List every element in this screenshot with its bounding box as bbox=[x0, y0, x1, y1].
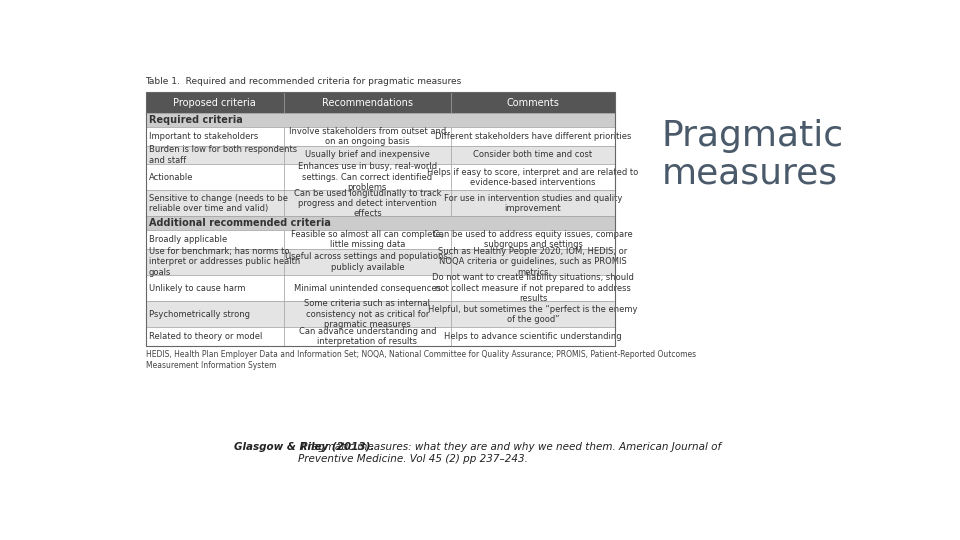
Text: Pragmatic measures: what they are and why we need them. American Journal of
Prev: Pragmatic measures: what they are and wh… bbox=[298, 442, 721, 464]
Text: Broadly applicable: Broadly applicable bbox=[149, 235, 227, 244]
Bar bbox=[451, 164, 615, 190]
Bar bbox=[451, 92, 615, 113]
Text: Sensitive to change (needs to be
reliable over time and valid): Sensitive to change (needs to be reliabl… bbox=[149, 194, 288, 213]
Text: Table 1.  Required and recommended criteria for pragmatic measures: Table 1. Required and recommended criter… bbox=[146, 77, 462, 85]
Text: Additional recommended criteria: Additional recommended criteria bbox=[149, 218, 330, 228]
Text: Burden is low for both respondents
and staff: Burden is low for both respondents and s… bbox=[149, 145, 297, 165]
Bar bbox=[451, 301, 615, 327]
Text: Can advance understanding and
interpretation of results: Can advance understanding and interpreta… bbox=[299, 327, 436, 346]
Bar bbox=[451, 249, 615, 275]
Bar bbox=[451, 127, 615, 146]
Text: Useful across settings and populations;
publicly available: Useful across settings and populations; … bbox=[285, 252, 450, 272]
Bar bbox=[284, 190, 451, 217]
Bar bbox=[451, 231, 615, 249]
Bar bbox=[284, 146, 451, 164]
Text: Some criteria such as internal
consistency not as critical for
pragmatic measure: Some criteria such as internal consisten… bbox=[304, 299, 430, 329]
Bar bbox=[284, 164, 451, 190]
Bar bbox=[451, 275, 615, 301]
Text: Comments: Comments bbox=[507, 98, 560, 107]
Bar bbox=[146, 231, 284, 249]
Text: Consider both time and cost: Consider both time and cost bbox=[473, 150, 592, 159]
Text: Usually brief and inexpensive: Usually brief and inexpensive bbox=[305, 150, 430, 159]
Text: Actionable: Actionable bbox=[149, 173, 193, 182]
Text: Can be used longitudinally to track
progress and detect intervention
effects: Can be used longitudinally to track prog… bbox=[294, 188, 442, 218]
Bar bbox=[284, 92, 451, 113]
Text: Helps to advance scientific understanding: Helps to advance scientific understandin… bbox=[444, 332, 622, 341]
Text: Important to stakeholders: Important to stakeholders bbox=[149, 132, 258, 141]
Bar bbox=[146, 164, 284, 190]
Text: For use in intervention studies and quality
improvement: For use in intervention studies and qual… bbox=[444, 194, 622, 213]
Bar bbox=[284, 327, 451, 346]
Text: Required criteria: Required criteria bbox=[149, 115, 242, 125]
Text: Involve stakeholders from outset and
on an ongoing basis: Involve stakeholders from outset and on … bbox=[289, 127, 446, 146]
Text: Use for benchmark; has norms to
interpret or addresses public health
goals: Use for benchmark; has norms to interpre… bbox=[149, 247, 300, 277]
Text: HEDIS, Health Plan Employer Data and Information Set; NOQA, National Committee f: HEDIS, Health Plan Employer Data and Inf… bbox=[146, 350, 696, 370]
Bar bbox=[451, 190, 615, 217]
Bar bbox=[146, 275, 284, 301]
Text: Such as Healthy People 2020, IOM, HEDIS, or
NOQA criteria or guidelines, such as: Such as Healthy People 2020, IOM, HEDIS,… bbox=[439, 247, 628, 277]
Text: Glasgow & Riley (2013).: Glasgow & Riley (2013). bbox=[234, 442, 374, 452]
Text: Helpful, but sometimes the “perfect is the enemy
of the good”: Helpful, but sometimes the “perfect is t… bbox=[428, 305, 637, 324]
Text: Can be used to address equity issues, compare
subgroups and settings: Can be used to address equity issues, co… bbox=[433, 230, 633, 249]
Text: Unlikely to cause harm: Unlikely to cause harm bbox=[149, 284, 245, 293]
Text: Proposed criteria: Proposed criteria bbox=[174, 98, 256, 107]
Bar bbox=[284, 249, 451, 275]
Bar bbox=[146, 92, 615, 346]
Text: Feasible so almost all can complete,
little missing data: Feasible so almost all can complete, lit… bbox=[291, 230, 444, 249]
Bar bbox=[146, 113, 615, 127]
Bar bbox=[146, 146, 284, 164]
Text: Enhances use in busy, real-world
settings. Can correct identified
problems: Enhances use in busy, real-world setting… bbox=[298, 163, 437, 192]
Bar bbox=[146, 217, 615, 231]
Bar bbox=[146, 92, 284, 113]
Bar bbox=[451, 327, 615, 346]
Bar bbox=[146, 301, 284, 327]
Text: Pragmatic
measures: Pragmatic measures bbox=[661, 119, 844, 191]
Bar bbox=[284, 231, 451, 249]
Text: Do not want to create liability situations, should
not collect measure if not pr: Do not want to create liability situatio… bbox=[432, 273, 634, 303]
Bar bbox=[284, 275, 451, 301]
Text: Different stakeholders have different priorities: Different stakeholders have different pr… bbox=[435, 132, 631, 141]
Bar bbox=[451, 146, 615, 164]
Bar bbox=[146, 249, 284, 275]
Bar bbox=[146, 327, 284, 346]
Text: Related to theory or model: Related to theory or model bbox=[149, 332, 262, 341]
Bar bbox=[146, 190, 284, 217]
Text: Recommendations: Recommendations bbox=[322, 98, 413, 107]
Bar bbox=[284, 127, 451, 146]
Bar bbox=[284, 301, 451, 327]
Bar bbox=[146, 127, 284, 146]
Text: Psychometrically strong: Psychometrically strong bbox=[149, 310, 250, 319]
Text: Minimal unintended consequences: Minimal unintended consequences bbox=[294, 284, 441, 293]
Text: Helps if easy to score, interpret and are related to
evidence-based intervention: Helps if easy to score, interpret and ar… bbox=[427, 167, 638, 187]
